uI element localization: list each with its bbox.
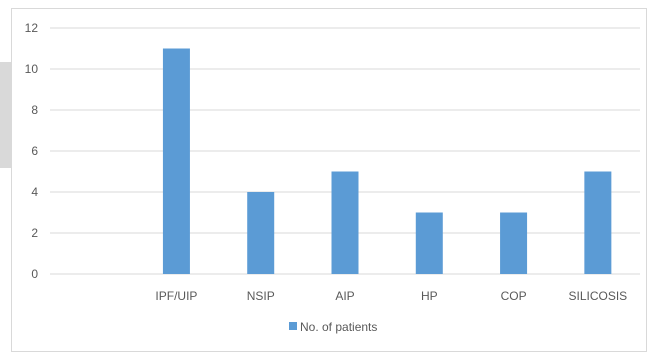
bar	[247, 192, 275, 274]
chart-frame	[11, 8, 647, 352]
bar	[415, 212, 443, 274]
x-tick-label: NSIP	[247, 289, 275, 303]
legend-swatch	[289, 322, 297, 330]
x-tick-label: HP	[421, 289, 438, 303]
x-tick-label: AIP	[335, 289, 354, 303]
x-axis-ticks: IPF/UIP NSIP AIP HP COP SILICOSIS	[155, 289, 627, 303]
y-tick-label: 4	[31, 185, 38, 199]
y-axis-ticks: 0 2 4 6 8 10 12	[25, 21, 39, 281]
legend-label: No. of patients	[300, 320, 377, 334]
y-tick-label: 8	[31, 103, 38, 117]
y-tick-label: 12	[25, 21, 39, 35]
y-tick-label: 0	[31, 267, 38, 281]
x-tick-label: COP	[501, 289, 527, 303]
y-tick-label: 2	[31, 226, 38, 240]
bar	[500, 212, 528, 274]
bar	[162, 48, 190, 274]
x-tick-label: SILICOSIS	[569, 289, 628, 303]
bars	[162, 48, 612, 274]
y-tick-label: 6	[31, 144, 38, 158]
y-tick-label: 10	[25, 62, 39, 76]
x-tick-label: IPF/UIP	[155, 289, 197, 303]
side-panel-tab	[0, 62, 11, 168]
legend: No. of patients	[289, 320, 377, 334]
bar	[331, 171, 359, 274]
bar	[584, 171, 612, 274]
